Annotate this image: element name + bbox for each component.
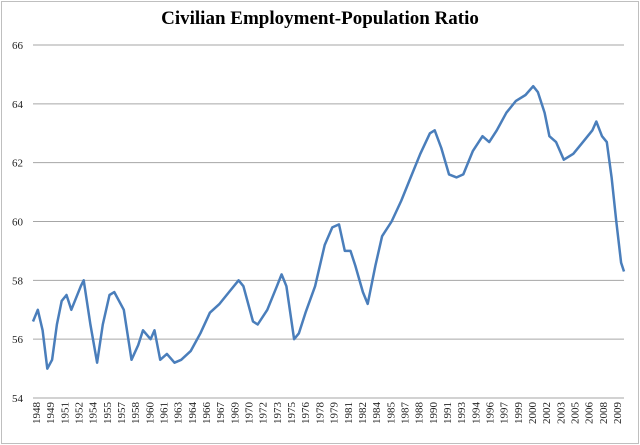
x-tick-label: 2008 xyxy=(598,402,610,425)
x-tick-label: 2009 xyxy=(612,402,624,425)
x-tick-label: 1955 xyxy=(102,402,114,425)
x-tick-label: 2005 xyxy=(569,402,581,425)
x-tick-label: 1948 xyxy=(31,402,43,425)
x-tick-label: 1978 xyxy=(314,402,326,425)
x-tick-label: 1994 xyxy=(470,402,482,425)
x-tick-label: 1949 xyxy=(45,402,57,425)
x-tick-label: 1985 xyxy=(385,402,397,425)
x-tick-label: 1999 xyxy=(513,402,525,425)
y-tick-label: 66 xyxy=(12,40,24,52)
x-tick-label: 1996 xyxy=(484,402,496,425)
x-tick-label: 1954 xyxy=(88,402,100,425)
y-tick-label: 60 xyxy=(12,217,24,229)
x-tick-label: 2003 xyxy=(555,402,567,425)
x-tick-label: 1957 xyxy=(116,402,128,425)
x-tick-label: 1991 xyxy=(442,402,454,424)
x-tick-label: 1951 xyxy=(59,402,71,424)
x-tick-label: 1963 xyxy=(173,402,185,425)
x-tick-label: 1967 xyxy=(215,402,227,425)
x-tick-label: 2002 xyxy=(541,402,553,424)
series-line xyxy=(31,84,626,370)
y-tick-label: 58 xyxy=(12,275,24,287)
chart-title: Civilian Employment-Population Ratio xyxy=(161,8,479,29)
x-tick-label: 1973 xyxy=(272,402,284,425)
x-tick-label: 1984 xyxy=(371,402,383,425)
x-tick-label: 2000 xyxy=(527,402,539,425)
x-tick-label: 2006 xyxy=(584,402,596,425)
x-tick-label: 1988 xyxy=(414,402,426,425)
x-tick-label: 1976 xyxy=(300,402,312,425)
x-tick-label: 1979 xyxy=(329,402,341,425)
x-tick-label: 1966 xyxy=(201,402,213,425)
x-tick-label: 1990 xyxy=(428,402,440,425)
x-tick-label: 1969 xyxy=(229,402,241,425)
x-tick-label: 1975 xyxy=(286,402,298,425)
x-tick-label: 1987 xyxy=(399,402,411,425)
y-tick-label: 56 xyxy=(12,334,24,346)
x-tick-label: 1961 xyxy=(159,402,171,424)
x-tick-label: 1958 xyxy=(130,402,142,425)
y-tick-label: 62 xyxy=(12,158,23,170)
y-tick-label: 64 xyxy=(12,99,24,111)
x-tick-label: 1952 xyxy=(74,402,86,424)
x-tick-label: 1997 xyxy=(499,402,511,425)
x-tick-label: 1993 xyxy=(456,402,468,425)
x-tick-label: 1960 xyxy=(144,402,156,425)
x-tick-label: 1964 xyxy=(187,402,199,425)
x-tick-label: 1982 xyxy=(357,402,369,424)
y-tick-label: 54 xyxy=(12,393,24,405)
x-tick-label: 1970 xyxy=(244,402,256,425)
x-tick-label: 1972 xyxy=(258,402,270,424)
x-tick-label: 1981 xyxy=(343,402,355,424)
